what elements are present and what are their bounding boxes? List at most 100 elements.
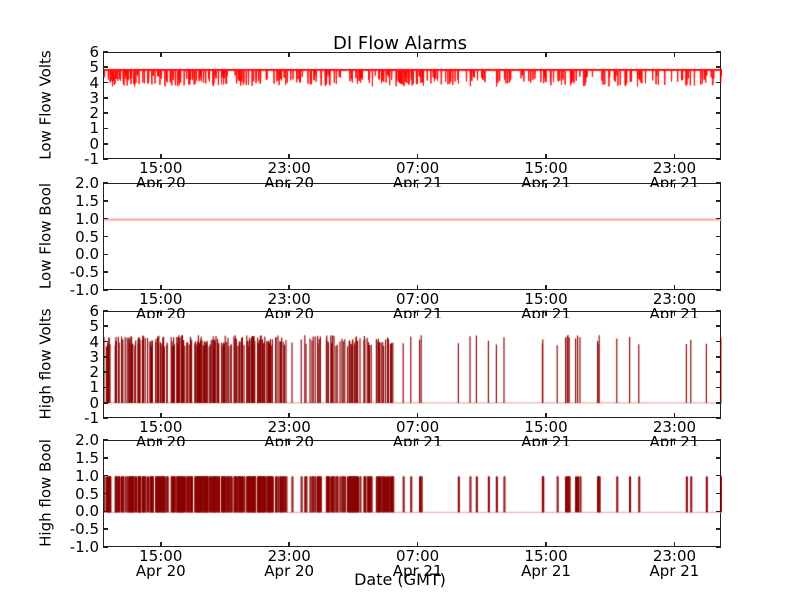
y-tick-mark [716, 340, 721, 343]
y-tick-mark [103, 457, 108, 459]
y-tick-mark [103, 182, 108, 184]
x-tick-mark [673, 183, 676, 188]
x-tick-date: Apr 21 [649, 174, 700, 187]
x-tick-mark [159, 183, 162, 188]
y-tick-mark [103, 66, 108, 69]
y-tick-mark [716, 457, 721, 459]
x-tick-mark [288, 183, 290, 188]
y-tick-label: 4 [89, 332, 99, 351]
x-tick-mark [288, 52, 290, 57]
y-tick-label: 0.5 [75, 484, 99, 503]
x-tick-label: 23:00 Apr 20 [264, 549, 314, 580]
x-tick-time: 15:00 [524, 161, 568, 177]
y-tick-label: 4 [89, 73, 99, 92]
x-tick-mark [159, 285, 162, 290]
y-tick-mark [103, 310, 108, 312]
subplot-low-flow-bool [103, 183, 722, 291]
x-tick-time: 15:00 [139, 292, 183, 308]
x-tick-mark [545, 311, 547, 316]
y-tick-mark [103, 253, 108, 256]
y-tick-mark [716, 51, 721, 53]
y-tick-mark [716, 325, 721, 328]
y-tick-label: -1 [84, 409, 99, 427]
x-tick-mark [545, 183, 547, 188]
y-tick-mark [103, 528, 108, 530]
y-tick-mark [103, 97, 108, 99]
y-tick-label: 2 [89, 104, 99, 123]
y-tick-mark [103, 492, 108, 495]
x-tick-mark [288, 285, 290, 290]
series-low-flow-bool [104, 184, 722, 291]
x-tick-label: 07:00 Apr 21 [393, 549, 443, 580]
x-tick-time: 15:00 [524, 292, 568, 308]
y-tick-label: 0.0 [75, 502, 99, 521]
y-tick-mark [103, 356, 108, 358]
y-tick-mark [103, 289, 108, 291]
y-tick-mark [716, 182, 721, 184]
y-tick-mark [103, 51, 108, 53]
x-tick-mark [159, 311, 162, 316]
x-tick-mark [673, 440, 676, 445]
subplot-high-flow-bool [103, 440, 722, 548]
y-tick-mark [716, 289, 721, 291]
y-tick-mark [716, 528, 721, 530]
y-tick-mark [716, 310, 721, 312]
y-tick-mark [716, 474, 721, 477]
x-axis-label: Date (GMT) [354, 570, 446, 589]
y-tick-label: 2 [89, 363, 99, 382]
y-tick-mark [103, 142, 108, 145]
x-tick-mark [416, 52, 419, 57]
x-tick-mark [416, 413, 419, 418]
y-tick-mark [716, 356, 721, 358]
y-tick-mark [103, 340, 108, 343]
x-tick-mark [416, 285, 419, 290]
x-tick-band: 15:00 Apr 20 23:00 Apr 20 07:00 Apr 21 15:00 Ap… [43, 292, 781, 318]
x-tick-time: 23:00 [267, 161, 311, 177]
x-tick-time: 23:00 [267, 420, 311, 436]
y-tick-mark [103, 112, 108, 114]
y-tick-mark [716, 253, 721, 256]
x-tick-label: 23:00 Apr 21 [650, 161, 700, 187]
y-tick-mark [103, 325, 108, 328]
x-tick-time: 15:00 [139, 420, 183, 436]
y-tick-mark [103, 235, 108, 238]
x-tick-time: 15:00 [139, 161, 183, 177]
y-tick-mark [716, 112, 721, 114]
x-tick-mark [416, 440, 419, 445]
y-tick-label: 3 [89, 347, 99, 366]
y-tick-label: 1.0 [75, 209, 99, 228]
x-tick-mark [288, 440, 290, 445]
x-tick-time: 23:00 [652, 549, 697, 565]
y-tick-mark [103, 386, 108, 389]
x-tick-label: 23:00 Apr 21 [650, 549, 700, 580]
y-tick-mark [716, 81, 721, 84]
y-tick-label: 1.0 [75, 466, 99, 485]
x-tick-time: 23:00 [652, 161, 697, 177]
y-tick-mark [103, 371, 108, 373]
subplot-low-flow-volts [103, 52, 722, 160]
y-tick-mark [103, 439, 108, 441]
x-tick-mark [673, 154, 676, 159]
y-tick-label: 2.0 [75, 174, 99, 192]
y-tick-mark [716, 235, 721, 238]
series-high-flow-volts [104, 312, 722, 419]
y-tick-label: -1.0 [69, 281, 99, 299]
x-tick-date: Apr 21 [392, 562, 443, 581]
x-tick-band: 15:00 Apr 20 23:00 Apr 20 07:00 Apr 21 15:00 Ap… [43, 420, 781, 446]
y-tick-label: 0 [89, 134, 99, 153]
y-tick-mark [716, 439, 721, 441]
x-tick-mark [288, 311, 290, 316]
y-tick-label: -1 [84, 150, 99, 168]
x-tick-time: 07:00 [395, 292, 440, 308]
x-tick-mark [673, 311, 676, 316]
x-tick-mark [288, 154, 290, 159]
x-tick-mark [288, 413, 290, 418]
y-tick-label: 0 [89, 393, 99, 412]
x-tick-label: 07:00 Apr 21 [393, 161, 443, 187]
y-tick-label: -0.5 [69, 520, 99, 539]
series-low-flow-volts [104, 53, 722, 160]
x-tick-mark [545, 440, 547, 445]
x-tick-time: 23:00 [652, 292, 697, 308]
x-tick-mark [416, 311, 419, 316]
y-tick-mark [716, 200, 721, 202]
